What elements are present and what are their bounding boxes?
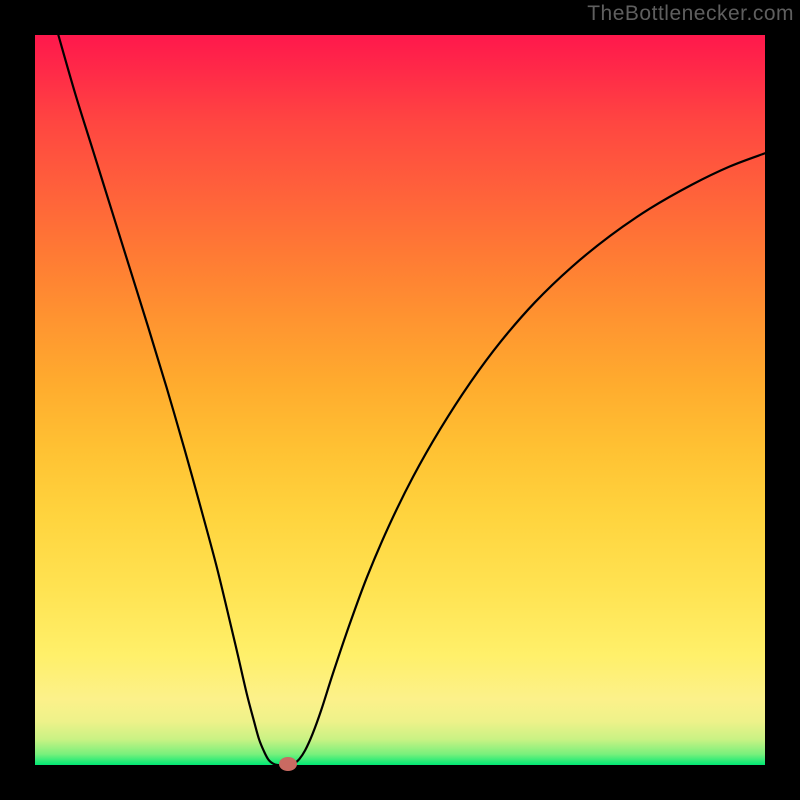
optimal-point-marker [279,757,297,771]
chart-stage: TheBottlenecker.com [0,0,800,800]
bottleneck-curve [58,35,765,765]
curve-layer [35,35,765,765]
plot-area [35,35,765,765]
watermark-text: TheBottlenecker.com [587,0,800,26]
